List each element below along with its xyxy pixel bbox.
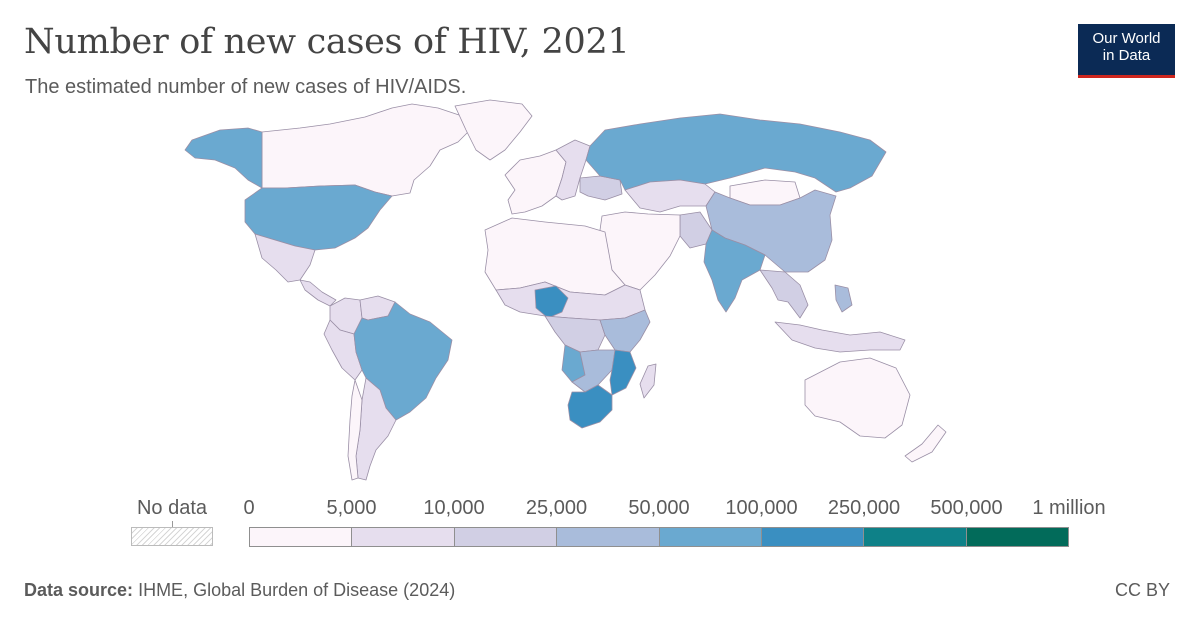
region-nigeria[interactable] [534,285,569,319]
legend-bin[interactable] [864,528,967,546]
region-central-america[interactable] [299,279,337,307]
region-mozambique[interactable] [609,349,637,396]
region-madagascar[interactable] [639,363,657,399]
region-russia[interactable] [585,113,887,193]
legend-tick-label: 10,000 [423,497,485,519]
legend-bin[interactable] [454,528,558,546]
region-eastern-europe[interactable] [555,139,591,201]
data-source-label: Data source: [24,580,134,600]
region-canada[interactable] [261,103,471,197]
region-mongolia[interactable] [729,179,801,206]
legend-bin[interactable] [557,528,660,546]
legend-bin[interactable] [966,528,1068,546]
region-india[interactable] [703,229,766,313]
legend-bin[interactable] [250,528,353,546]
legend-no-data-swatch[interactable] [131,527,213,546]
region-indonesia[interactable] [774,321,906,353]
legend-tick-label: 1 million [1032,497,1106,519]
legend-bin[interactable] [352,528,455,546]
license-link[interactable]: CC BY [1114,580,1170,600]
region-western-europe[interactable] [504,149,567,215]
legend-tick-label: 5,000 [326,497,377,519]
legend-color-scale [249,527,1069,547]
logo-line-1: Our World [1092,30,1161,47]
region-philippines[interactable] [834,284,853,313]
legend-tick-label: 100,000 [725,497,798,519]
region-australia[interactable] [804,357,911,439]
region-central-africa[interactable] [544,315,606,353]
legend-tick-label: 50,000 [628,497,690,519]
no-data-tick [172,521,173,527]
logo-line-2: in Data [1102,47,1151,64]
world-map[interactable] [0,0,1200,490]
region-usa[interactable] [244,184,393,251]
region-south-africa[interactable] [567,384,613,429]
region-mexico[interactable] [254,233,316,283]
legend-tick-label: 25,000 [525,497,588,519]
legend-tick-label: 500,000 [930,497,1003,519]
chart-subtitle: The estimated number of new cases of HIV… [25,76,467,98]
region-southeast-asia[interactable] [759,269,809,319]
owid-logo[interactable]: Our World in Data [1078,24,1175,78]
region-alaska[interactable] [184,127,263,189]
data-source-text[interactable]: IHME, Global Burden of Disease (2024) [138,580,456,600]
data-source: Data source: IHME, Global Burden of Dise… [24,580,455,601]
region-new-zealand[interactable] [904,424,947,463]
chart-title: Number of new cases of HIV, 2021 [24,22,630,62]
legend-bin[interactable] [761,528,865,546]
region-brazil[interactable] [353,301,453,421]
legend-no-data-label: No data [136,497,208,519]
region-greenland[interactable] [454,99,533,161]
region-chile[interactable] [347,379,363,481]
legend-bin[interactable] [659,528,762,546]
legend-tick-label: 250,000 [827,497,901,519]
region-ukraine[interactable] [579,175,623,201]
region-east-africa[interactable] [599,309,651,353]
region-peru[interactable] [323,319,363,381]
legend-tick-label: 0 [243,497,255,519]
